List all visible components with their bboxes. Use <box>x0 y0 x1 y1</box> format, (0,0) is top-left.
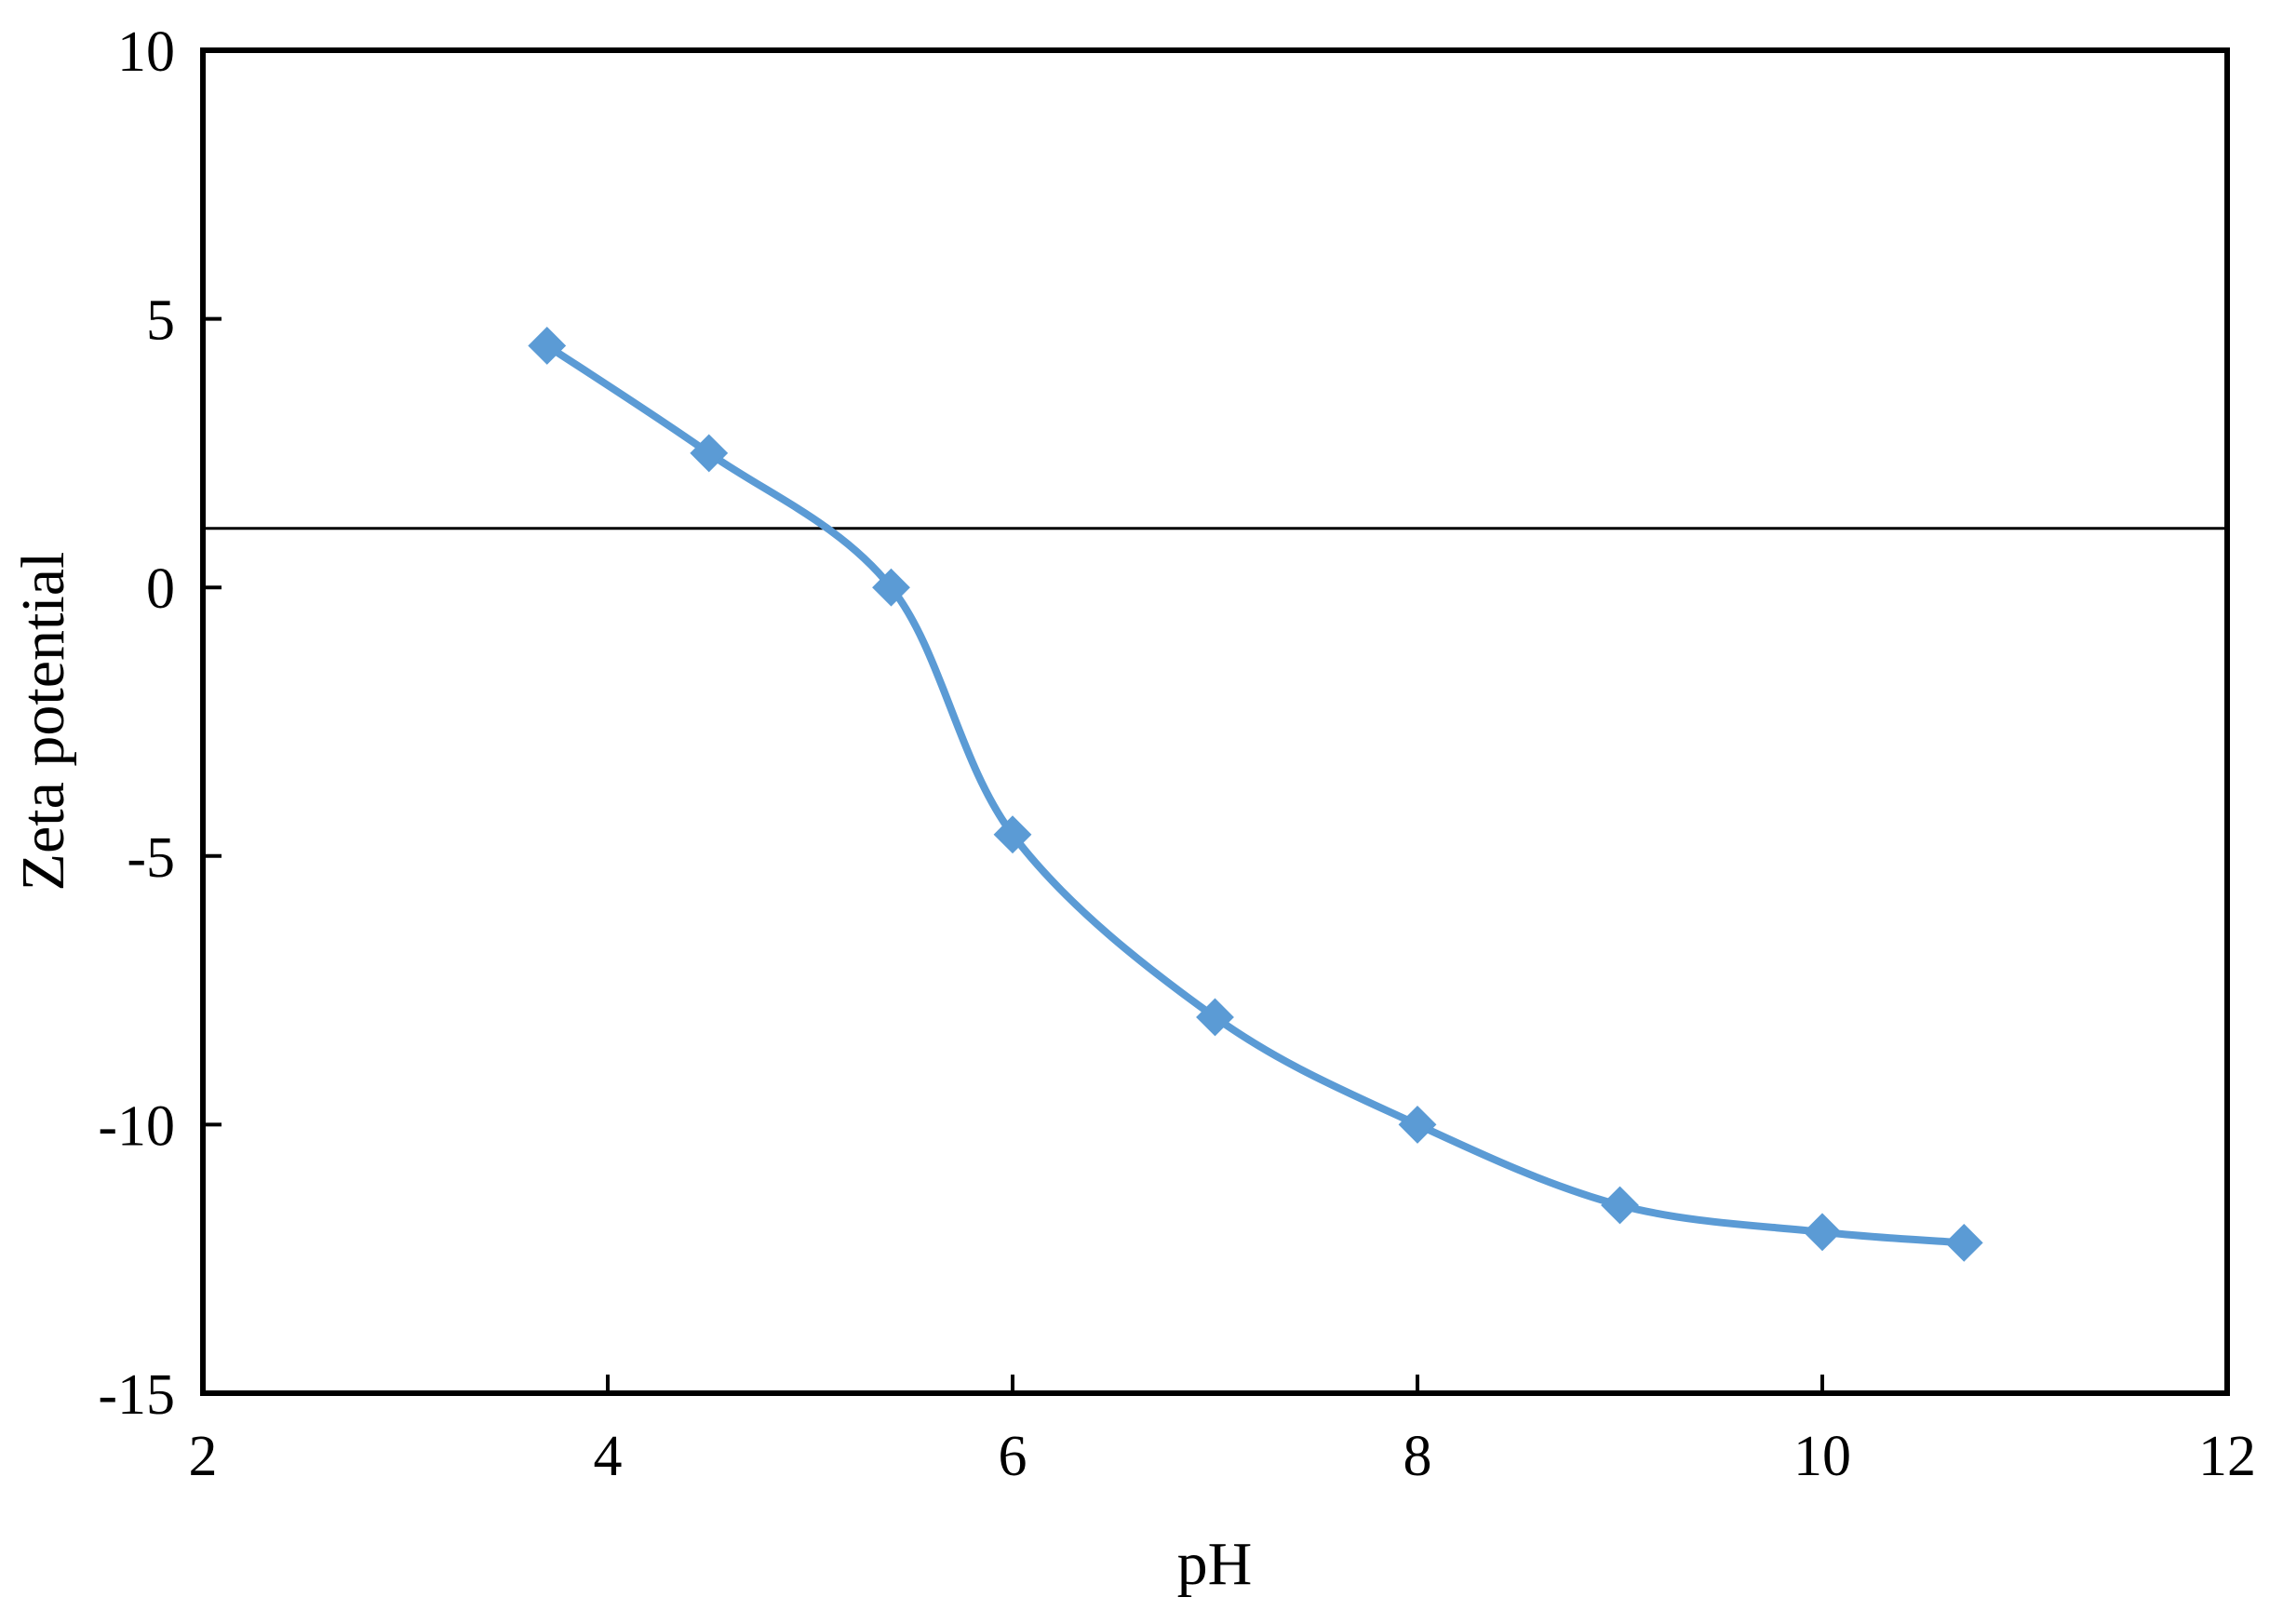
y-tick-label: 10 <box>117 20 175 84</box>
series-line <box>543 342 1968 1247</box>
x-tick-label: 10 <box>1793 1425 1851 1488</box>
y-tick-label: -15 <box>98 1363 175 1427</box>
x-tick-label: 12 <box>2198 1425 2256 1488</box>
x-tick-label: 2 <box>189 1425 218 1488</box>
data-point-diamond <box>993 815 1032 854</box>
y-tick-label: -5 <box>127 826 175 890</box>
data-point-diamond <box>528 327 567 365</box>
x-axis-title: pH <box>1177 1530 1253 1598</box>
y-tick-label: -10 <box>98 1094 175 1158</box>
data-point-diamond <box>1398 1105 1437 1144</box>
data-point-diamond <box>1196 998 1234 1037</box>
x-tick-label: 8 <box>1403 1425 1432 1488</box>
plot-frame <box>200 47 2230 1396</box>
data-point-diamond <box>690 434 729 473</box>
tick-layer: 2 4 6 8 10 12 10 5 0 -5 -10 -15 <box>98 20 2256 1488</box>
series-layer <box>528 327 1983 1262</box>
y-axis-title: Zeta potential <box>9 552 77 892</box>
x-tick-label: 4 <box>594 1425 623 1488</box>
y-tick-label: 0 <box>146 557 175 621</box>
data-point-diamond <box>872 568 910 607</box>
data-point-diamond <box>1601 1186 1639 1225</box>
data-point-diamond <box>1944 1223 1983 1262</box>
x-tick-label: 6 <box>999 1425 1027 1488</box>
data-point-diamond <box>1803 1213 1842 1252</box>
y-tick-label: 5 <box>146 289 175 353</box>
